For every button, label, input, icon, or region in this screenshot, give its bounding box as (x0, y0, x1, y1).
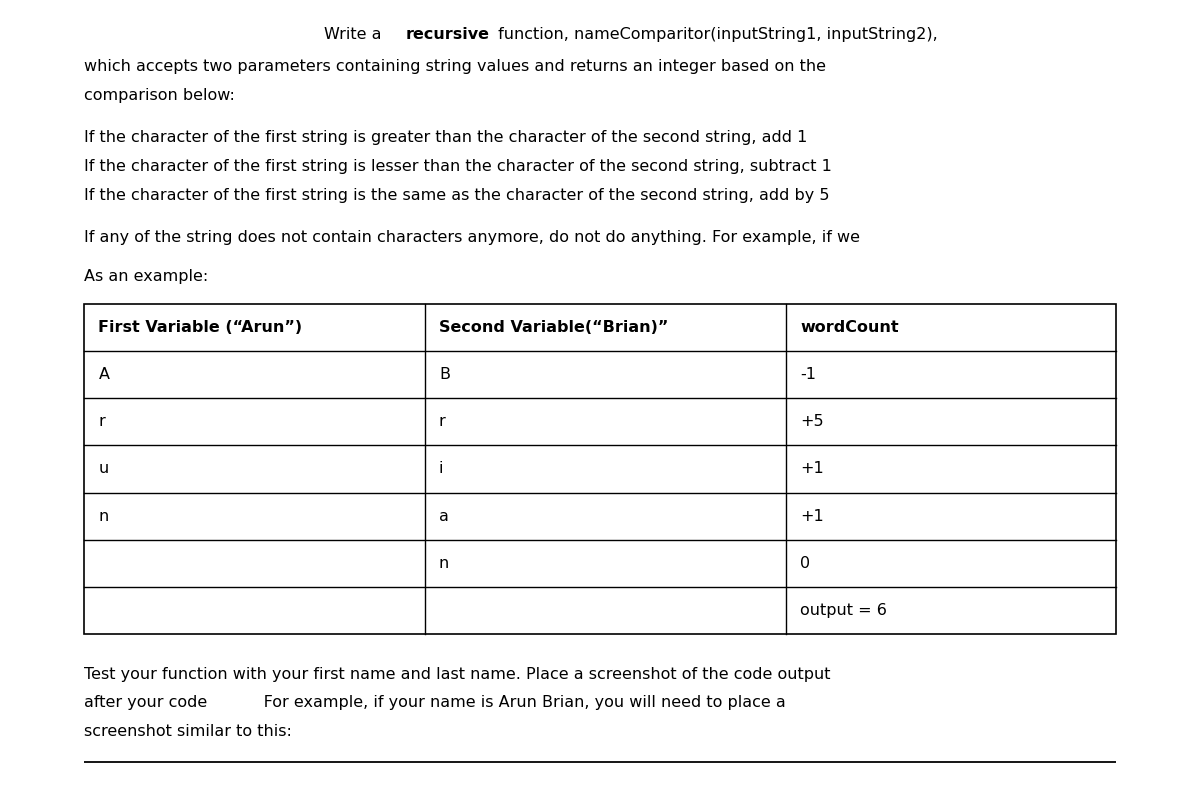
Text: A: A (98, 367, 109, 382)
Text: Write a: Write a (324, 27, 386, 41)
Text: after your code           For example, if your name is Arun Brian, you will need: after your code For example, if your nam… (84, 696, 786, 711)
Text: recursive: recursive (406, 27, 490, 41)
Text: As an example:: As an example: (84, 269, 209, 284)
Text: u: u (98, 462, 109, 477)
Text: which accepts two parameters containing string values and returns an integer bas: which accepts two parameters containing … (84, 59, 826, 74)
Text: +5: +5 (800, 414, 823, 429)
Text: n: n (439, 556, 449, 571)
Text: screenshot similar to this:: screenshot similar to this: (84, 724, 292, 739)
Bar (84, 761, 1116, 796)
Text: If the character of the first string is the same as the character of the second : If the character of the first string is … (84, 188, 829, 203)
Text: i: i (439, 462, 444, 477)
Text: wordCount: wordCount (800, 320, 899, 334)
Text: If the character of the first string is lesser than the character of the second : If the character of the first string is … (84, 158, 832, 174)
Text: a: a (439, 509, 449, 524)
Text: 0: 0 (800, 556, 810, 571)
Bar (84, 303, 1116, 634)
Text: B: B (439, 367, 450, 382)
Text: -1: -1 (800, 367, 816, 382)
Text: First Variable (“Arun”): First Variable (“Arun”) (98, 320, 302, 334)
Text: r: r (439, 414, 445, 429)
Text: r: r (98, 414, 106, 429)
Text: Name is : Arun Brian: Name is : Arun Brian (98, 782, 324, 796)
Text: n: n (98, 509, 109, 524)
Text: Second Variable(“Brian)”: Second Variable(“Brian)” (439, 320, 668, 334)
Text: If any of the string does not contain characters anymore, do not do anything. Fo: If any of the string does not contain ch… (84, 229, 860, 244)
Text: +1: +1 (800, 509, 824, 524)
Text: If the character of the first string is greater than the character of the second: If the character of the first string is … (84, 130, 808, 145)
Text: Name comparision result is:  6: Name comparision result is: 6 (347, 782, 684, 796)
Text: output = 6: output = 6 (800, 603, 887, 618)
Text: comparison below:: comparison below: (84, 88, 235, 103)
Text: Test your function with your first name and last name. Place a screenshot of the: Test your function with your first name … (84, 666, 830, 681)
Text: function, nameComparitor(inputString1, inputString2),: function, nameComparitor(inputString1, i… (493, 27, 938, 41)
Text: +1: +1 (800, 462, 824, 477)
